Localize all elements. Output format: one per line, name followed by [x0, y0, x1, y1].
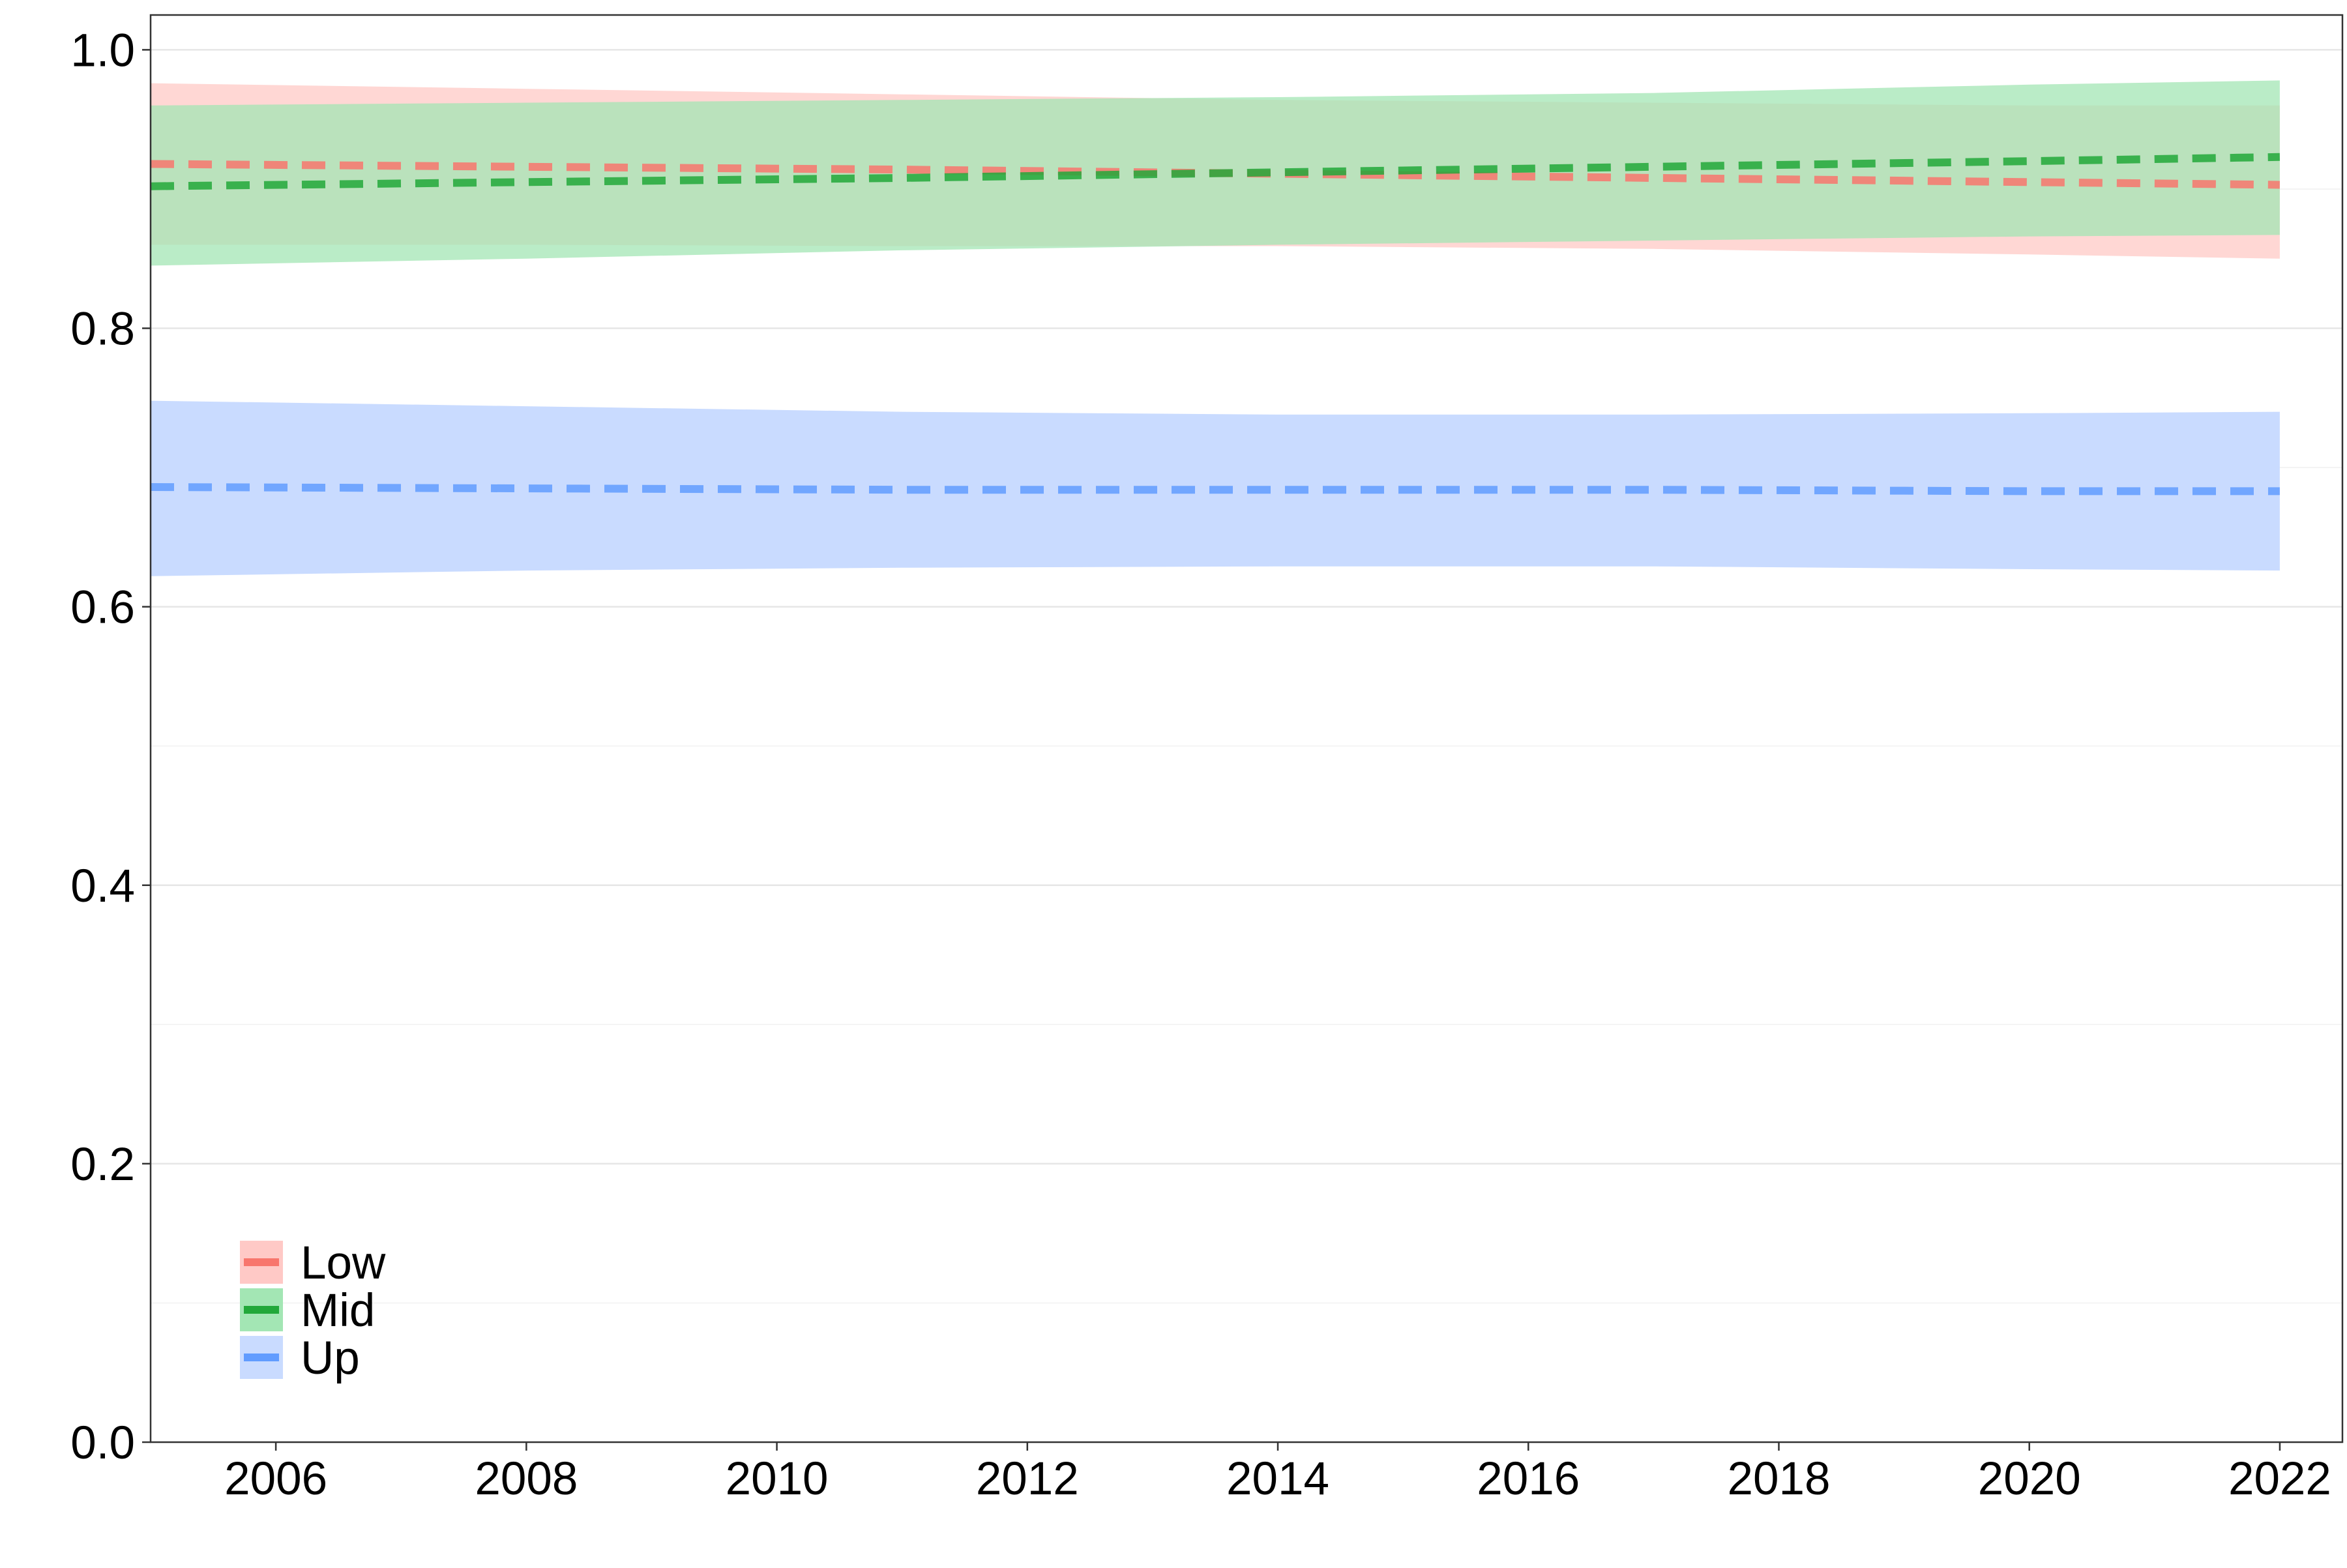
x-tick-label: 2012: [976, 1453, 1079, 1505]
legend-label-low: Low: [301, 1237, 386, 1289]
x-tick-label: 2006: [224, 1453, 327, 1505]
x-tick-label: 2020: [1978, 1453, 2081, 1505]
axes: 2006 2008 2010 2012 2014 2016 2018 2020 2022 0.0 0…: [70, 25, 2331, 1505]
legend-label-mid: Mid: [301, 1285, 375, 1337]
y-tick-label: 0.0: [70, 1417, 135, 1469]
y-tick-label: 0.8: [70, 304, 135, 355]
y-tick-label: 1.0: [70, 25, 135, 76]
x-tick-label: 2016: [1477, 1453, 1580, 1505]
x-tick-label: 2008: [475, 1453, 578, 1505]
x-tick-label: 2022: [2228, 1453, 2331, 1505]
legend-label-up: Up: [301, 1333, 360, 1384]
y-tick-label: 0.2: [70, 1139, 135, 1191]
y-tick-label: 0.4: [70, 861, 135, 912]
x-tick-label: 2014: [1226, 1453, 1329, 1505]
y-tick-label: 0.6: [70, 582, 135, 634]
plot-border: [149, 14, 2344, 1443]
x-tick-label: 2018: [1728, 1453, 1831, 1505]
x-tick-label: 2010: [726, 1453, 829, 1505]
